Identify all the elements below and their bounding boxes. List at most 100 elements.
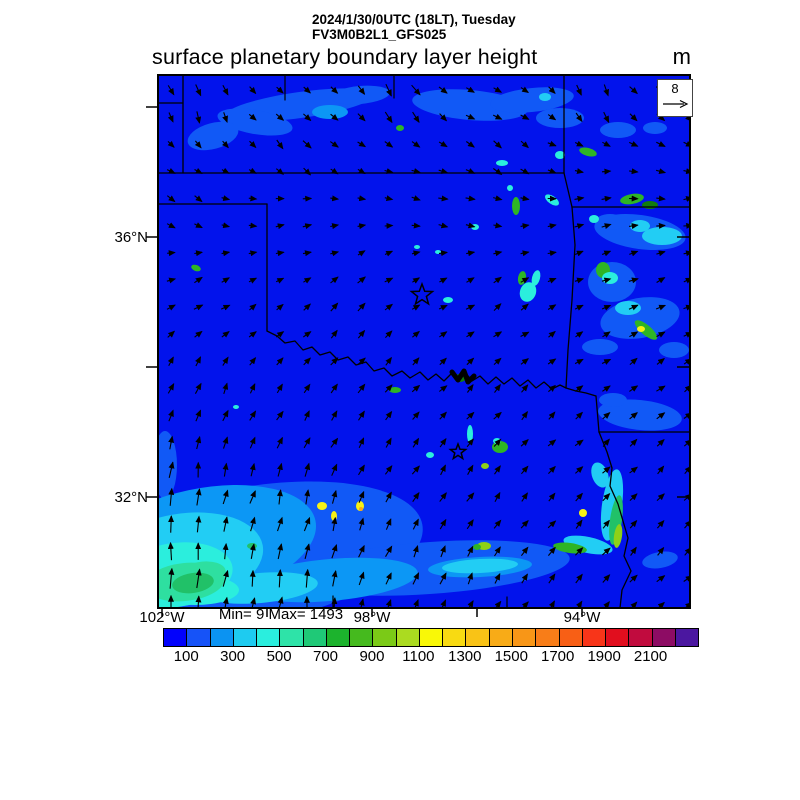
- wind-arrow: [168, 487, 175, 506]
- wind-arrow: [683, 141, 690, 147]
- wind-arrow: [358, 437, 365, 449]
- wind-arrow: [249, 383, 256, 394]
- wind-arrow: [438, 222, 449, 229]
- wind-arrow: [412, 572, 420, 585]
- wind-arrow: [629, 519, 638, 529]
- wind-arrow: [547, 439, 557, 447]
- wind-arrow: [575, 466, 584, 474]
- wind-arrow: [439, 113, 448, 122]
- wind-arrow: [385, 491, 392, 503]
- lon-tick-label: 98°W: [353, 609, 391, 626]
- field-blob: [643, 122, 667, 134]
- wind-arrow: [276, 86, 284, 94]
- wind-arrow: [574, 250, 584, 257]
- wind-arrow: [574, 168, 584, 174]
- wind-arrow: [276, 357, 284, 366]
- wind-arrow: [357, 167, 366, 175]
- wind-arrow: [466, 411, 475, 420]
- wind-arrow: [250, 597, 257, 608]
- field-blob: [312, 105, 348, 119]
- wind-arrow: [167, 356, 174, 367]
- field-blob: [615, 301, 641, 315]
- wind-arrow: [248, 222, 258, 229]
- wind-arrow: [574, 277, 585, 284]
- wind-arrow: [493, 222, 503, 229]
- field-blob: [473, 544, 481, 550]
- wind-arrow: [683, 412, 690, 419]
- wind-arrow: [656, 493, 665, 502]
- wind-arrow: [302, 331, 312, 338]
- field-blob: [247, 543, 257, 549]
- lat-tick-label: 36°N: [114, 229, 148, 246]
- wind-arrow: [629, 357, 638, 366]
- field-blob: [158, 431, 177, 499]
- wind-arrow: [465, 168, 476, 174]
- wind-arrow: [494, 491, 501, 503]
- wind-arrow: [493, 86, 503, 93]
- colorbar-cell: [559, 629, 583, 646]
- wind-arrow: [547, 167, 557, 174]
- wind-arrow: [575, 573, 583, 584]
- wind-arrow: [547, 113, 557, 121]
- field-blob: [637, 326, 645, 332]
- wind-arrow: [493, 276, 502, 284]
- wind-arrow: [222, 596, 229, 608]
- wind-arrow: [303, 437, 311, 449]
- wind-arrow: [683, 277, 690, 284]
- wind-arrow: [384, 250, 394, 257]
- wind-arrow: [412, 277, 421, 284]
- colorbar: [163, 628, 699, 647]
- wind-arrow: [601, 250, 612, 257]
- field-blob: [317, 502, 327, 510]
- wind-arrow: [330, 113, 339, 121]
- wind-arrow: [385, 410, 393, 421]
- wind-arrow: [194, 250, 203, 257]
- wind-arrow: [276, 569, 283, 588]
- wind-arrow: [547, 140, 557, 147]
- colorbar-cell: [396, 629, 420, 646]
- wind-arrow: [168, 435, 175, 450]
- colorbar-tick-label: 1100: [402, 648, 435, 665]
- wind-arrow: [494, 573, 501, 584]
- wind-arrow: [411, 84, 421, 96]
- wind-arrow: [629, 223, 639, 229]
- wind-arrow: [574, 358, 584, 365]
- wind-arrow: [275, 250, 285, 257]
- wind-arrow: [303, 410, 310, 421]
- colorbar-cell: [280, 629, 304, 646]
- wind-arrow: [492, 168, 503, 175]
- wind-arrow: [168, 409, 174, 422]
- wind-arrow: [276, 489, 283, 505]
- wind-arrow: [629, 168, 639, 175]
- wind-arrow: [439, 277, 448, 284]
- wind-arrow: [195, 568, 202, 589]
- wind-arrow: [575, 112, 583, 123]
- wind-arrow: [493, 140, 502, 149]
- wind-arrow: [222, 409, 229, 422]
- wind-arrow: [330, 250, 340, 257]
- border-line: [595, 395, 600, 433]
- wind-arrow: [357, 85, 366, 96]
- wind-arrow: [303, 86, 312, 94]
- wind-arrow: [656, 412, 666, 420]
- wind-arrow: [548, 600, 555, 608]
- wind-arrow: [358, 517, 365, 531]
- wind-arrow: [547, 250, 557, 257]
- wind-arrow: [222, 436, 229, 449]
- wind-arrow: [548, 465, 556, 474]
- wind-arrow: [683, 250, 690, 257]
- wind-arrow: [629, 493, 638, 501]
- field-blob: [414, 245, 420, 249]
- wind-arrow: [385, 83, 392, 97]
- wind-arrow: [195, 84, 202, 97]
- wind-arrow: [467, 464, 474, 475]
- colorbar-cell: [350, 629, 374, 646]
- wind-arrow: [576, 600, 583, 608]
- wind-arrow: [548, 411, 556, 420]
- wind-arrow: [438, 168, 449, 174]
- wind-arrow: [384, 222, 394, 229]
- wind-arrow: [194, 222, 203, 229]
- colorbar-tick-labels: 100 300 500 700 900 1100 1300 1500 1700 1900 2100: [163, 648, 697, 666]
- colorbar-tick-label: 2100: [633, 648, 668, 665]
